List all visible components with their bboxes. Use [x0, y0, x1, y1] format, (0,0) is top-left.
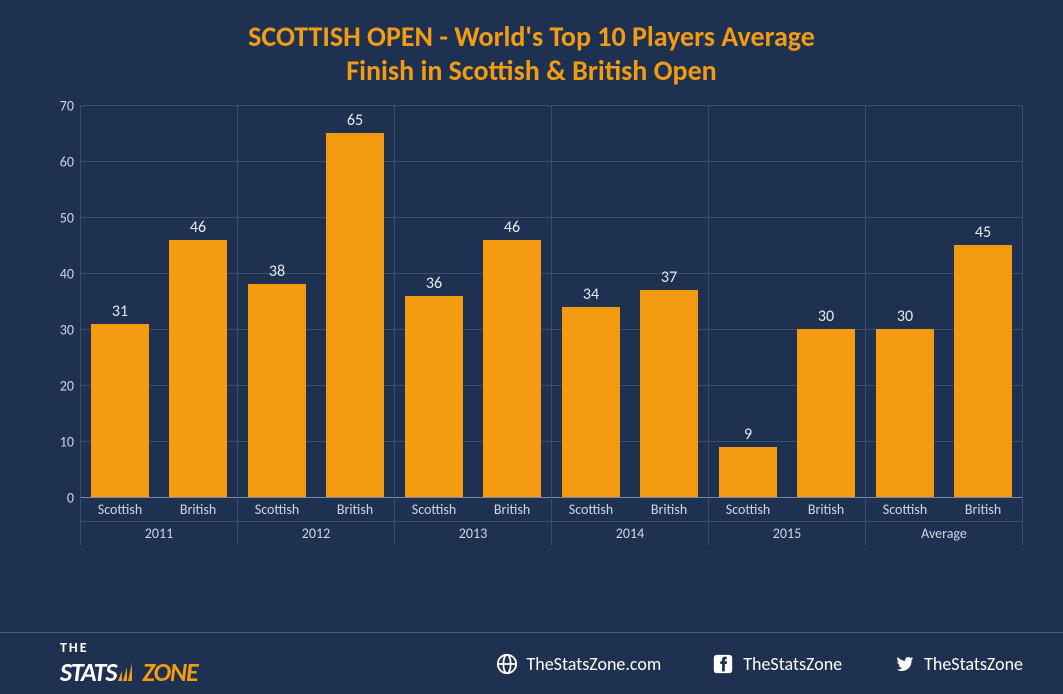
sub-category-label: Scottish — [866, 497, 944, 521]
plot-area: 010203040506070 31463865364634379303045 … — [80, 105, 1023, 545]
sub-category-label: Scottish — [552, 497, 630, 521]
logo-the: THE — [60, 639, 194, 656]
bar: 36 — [405, 296, 463, 498]
sub-category-label: British — [787, 497, 865, 521]
bar-pair: 45 — [944, 105, 1022, 497]
bars-region: 31463865364634379303045 — [80, 105, 1023, 497]
bar-value-label: 31 — [112, 302, 128, 321]
group-category-label: 2012 — [238, 522, 395, 545]
bar-group: 3865 — [238, 105, 395, 497]
bar-group: 3437 — [552, 105, 709, 497]
bar: 65 — [326, 133, 384, 497]
sub-category-label: Scottish — [709, 497, 787, 521]
bar-group: 3646 — [395, 105, 552, 497]
title-line1: SCOTTISH OPEN - World's Top 10 Players A… — [40, 20, 1023, 54]
bar-pair: 46 — [473, 105, 551, 497]
bar: 31 — [91, 324, 149, 498]
logo-stats: STATSZONE — [60, 656, 198, 688]
bar-value-label: 46 — [504, 218, 520, 237]
bar-pair: 30 — [866, 105, 944, 497]
bar-group: 9 30 — [709, 105, 866, 497]
bar: 46 — [169, 240, 227, 498]
chart-container: SCOTTISH OPEN - World's Top 10 Players A… — [40, 20, 1023, 614]
footer-link-label: TheStatsZone — [924, 653, 1023, 675]
facebook-icon — [711, 652, 735, 676]
bar: 30 — [797, 329, 855, 497]
bar-group: 3045 — [866, 105, 1023, 497]
bar: 30 — [876, 329, 934, 497]
bar-value-label: 65 — [347, 111, 363, 130]
footer-link[interactable]: TheStatsZone — [711, 652, 842, 676]
footer-link[interactable]: TheStatsZone — [892, 652, 1023, 676]
footer-link-label: TheStatsZone.com — [527, 653, 662, 675]
bar-pair: 31 — [81, 105, 159, 497]
y-tick-label: 30 — [44, 322, 74, 339]
bar-value-label: 38 — [269, 262, 285, 281]
sub-category-label: British — [630, 497, 708, 521]
brand-logo: THE STATSZONE — [60, 639, 198, 688]
logo-zone: ZONE — [142, 656, 197, 688]
group-label-row: 20112012201320142015Average — [80, 521, 1023, 545]
bar-value-label: 34 — [583, 285, 599, 304]
chart-title: SCOTTISH OPEN - World's Top 10 Players A… — [40, 20, 1023, 87]
footer-link-label: TheStatsZone — [743, 653, 842, 675]
sub-category-label: British — [944, 497, 1022, 521]
bar-pair: 37 — [630, 105, 708, 497]
bar-pair: 46 — [159, 105, 237, 497]
bar-pair: 34 — [552, 105, 630, 497]
twitter-icon — [892, 652, 916, 676]
bar-value-label: 46 — [190, 218, 206, 237]
sub-category-label: Scottish — [238, 497, 316, 521]
bar: 45 — [954, 245, 1012, 497]
bar-pair: 30 — [787, 105, 865, 497]
globe-icon — [495, 652, 519, 676]
bar-pair: 38 — [238, 105, 316, 497]
sub-category-label: British — [159, 497, 237, 521]
bar: 37 — [640, 290, 698, 497]
bar: 46 — [483, 240, 541, 498]
footer-link[interactable]: TheStatsZone.com — [495, 652, 662, 676]
bar-pair: 9 — [709, 105, 787, 497]
bar-value-label: 30 — [818, 307, 834, 326]
group-category-label: 2011 — [80, 522, 238, 545]
group-category-label: 2015 — [709, 522, 866, 545]
sub-category-label: Scottish — [395, 497, 473, 521]
group-category-label: 2014 — [552, 522, 709, 545]
footer: THE STATSZONE TheStatsZone.comTheStatsZo… — [0, 632, 1063, 694]
group-category-label: 2013 — [395, 522, 552, 545]
bar-value-label: 30 — [897, 307, 913, 326]
title-line2: Finish in Scottish & British Open — [40, 54, 1023, 88]
y-tick-label: 50 — [44, 210, 74, 227]
bar-pair: 65 — [316, 105, 394, 497]
bar-pair: 36 — [395, 105, 473, 497]
logo-wedge-icon — [118, 656, 138, 688]
y-tick-label: 60 — [44, 154, 74, 171]
bar: 38 — [248, 284, 306, 497]
sub-category-label: Scottish — [81, 497, 159, 521]
bar: 34 — [562, 307, 620, 497]
bar-value-label: 45 — [975, 223, 991, 242]
y-tick-label: 20 — [44, 378, 74, 395]
bar-value-label: 37 — [661, 268, 677, 287]
bar: 9 — [719, 447, 777, 497]
sublabel-row: ScottishBritishScottishBritishScottishBr… — [80, 497, 1023, 521]
y-tick-label: 10 — [44, 434, 74, 451]
sub-category-label: British — [473, 497, 551, 521]
footer-links: TheStatsZone.com TheStatsZone TheStatsZone — [495, 652, 1024, 676]
bar-value-label: 36 — [426, 274, 442, 293]
y-tick-label: 40 — [44, 266, 74, 283]
bar-value-label: 9 — [744, 425, 752, 444]
sub-category-label: British — [316, 497, 394, 521]
group-category-label: Average — [866, 522, 1023, 545]
y-tick-label: 0 — [44, 490, 74, 507]
y-tick-label: 70 — [44, 98, 74, 115]
bar-group: 3146 — [80, 105, 238, 497]
